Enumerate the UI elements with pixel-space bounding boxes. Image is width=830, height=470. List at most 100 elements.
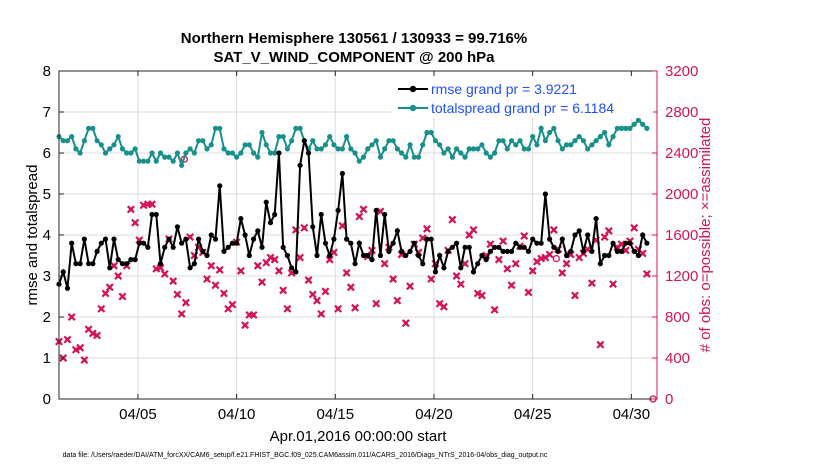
totalspread-point bbox=[635, 117, 642, 123]
rmse-point bbox=[623, 240, 629, 246]
rmse-point bbox=[276, 150, 282, 156]
totalspread-point bbox=[250, 150, 257, 156]
rmse-point bbox=[293, 269, 299, 275]
rmse-point bbox=[86, 261, 92, 267]
obs-marker bbox=[380, 259, 389, 268]
rmse-point bbox=[238, 216, 244, 222]
obs-marker bbox=[296, 253, 305, 262]
legend-label-spread: totalspread grand pr = 6.1184 bbox=[431, 100, 614, 116]
obs-marker bbox=[236, 266, 245, 275]
totalspread-point bbox=[225, 150, 231, 156]
totalspread-point bbox=[145, 158, 151, 164]
totalspread-point bbox=[132, 146, 138, 152]
rmse-point bbox=[534, 240, 540, 246]
obs-marker bbox=[105, 283, 114, 292]
rmse-point bbox=[242, 232, 248, 238]
tick-label-x: 04/25 bbox=[514, 406, 552, 423]
obs-marker bbox=[499, 237, 508, 246]
totalspread-point bbox=[310, 138, 316, 144]
line-series bbox=[56, 117, 650, 291]
rmse-point bbox=[551, 244, 557, 250]
obs-marker bbox=[507, 281, 516, 290]
totalspread-point bbox=[559, 146, 565, 152]
tick-label-y-right: 1200 bbox=[665, 268, 698, 285]
totalspread-point bbox=[356, 158, 362, 164]
rmse-point bbox=[310, 224, 316, 230]
rmse-point bbox=[81, 236, 87, 242]
rmse-point bbox=[272, 211, 278, 218]
totalspread-point bbox=[187, 146, 193, 152]
obs-marker bbox=[587, 279, 596, 288]
rmse-point bbox=[284, 252, 290, 259]
rmse-point bbox=[107, 265, 113, 271]
totalspread-point bbox=[221, 146, 227, 152]
totalspread-point bbox=[162, 154, 168, 160]
obs-marker bbox=[477, 291, 486, 300]
obs-marker bbox=[571, 291, 579, 300]
rmse-point bbox=[297, 162, 303, 168]
legend-marker-rmse bbox=[409, 85, 417, 93]
rmse-point bbox=[259, 244, 265, 250]
rmse-point bbox=[60, 269, 66, 275]
rmse-point bbox=[360, 252, 367, 259]
obs-marker bbox=[490, 305, 499, 314]
totalspread-point bbox=[170, 158, 176, 164]
legend-marker-spread bbox=[409, 104, 417, 112]
obs-marker bbox=[321, 287, 330, 296]
tick-label-y-left: 7 bbox=[43, 104, 51, 121]
tick-label-y-right: 400 bbox=[665, 350, 690, 367]
rmse-point bbox=[327, 252, 333, 259]
rmse-point bbox=[462, 244, 468, 250]
totalspread-point bbox=[508, 138, 515, 144]
obs-marker bbox=[241, 321, 250, 330]
totalspread-point bbox=[437, 142, 443, 148]
obs-marker bbox=[334, 304, 343, 313]
totalspread-point bbox=[115, 134, 121, 140]
tick-label-y-right: 3200 bbox=[665, 63, 698, 80]
obs-marker bbox=[524, 288, 533, 297]
totalspread-point bbox=[174, 150, 181, 156]
totalspread-point bbox=[348, 146, 354, 152]
obs-marker bbox=[346, 283, 355, 292]
rmse-point bbox=[542, 191, 548, 197]
tick-label-x: 04/20 bbox=[415, 406, 453, 423]
obs-marker bbox=[300, 223, 309, 232]
rmse-point bbox=[563, 252, 570, 259]
rmse-point bbox=[119, 261, 126, 267]
totalspread-point bbox=[568, 142, 574, 148]
obs-marker bbox=[642, 269, 651, 278]
obs-marker bbox=[528, 266, 537, 275]
obs-marker bbox=[630, 223, 639, 232]
obs-marker bbox=[359, 205, 368, 214]
totalspread-point bbox=[407, 142, 413, 148]
rmse-point bbox=[234, 240, 240, 246]
tick-label-y-right: 2000 bbox=[665, 186, 698, 203]
totalspread-point bbox=[255, 154, 261, 160]
rmse-point bbox=[217, 183, 223, 189]
xlabel: Apr.01,2016 00:00:00 start bbox=[270, 428, 448, 445]
obs-marker bbox=[355, 212, 364, 221]
totalspread-point bbox=[610, 134, 616, 140]
totalspread-point bbox=[631, 121, 637, 127]
totalspread-point bbox=[517, 138, 523, 144]
rmse-point bbox=[124, 261, 130, 267]
obs-marker bbox=[211, 281, 220, 290]
rmse-point bbox=[572, 232, 578, 238]
totalspread-point bbox=[179, 162, 185, 168]
tick-label-y-right: 2800 bbox=[665, 104, 698, 121]
rmse-point bbox=[445, 248, 451, 254]
rmse-point bbox=[225, 244, 231, 250]
totalspread-point bbox=[60, 138, 66, 144]
obs-marker bbox=[308, 290, 317, 299]
tick-label-y-right: 0 bbox=[665, 391, 673, 408]
totalspread-point bbox=[183, 150, 189, 156]
rmse-point bbox=[576, 228, 582, 234]
rmse-point bbox=[415, 252, 422, 259]
obs-marker bbox=[219, 289, 228, 298]
rmse-point bbox=[521, 244, 527, 250]
rmse-point bbox=[504, 248, 510, 254]
rmse-point bbox=[428, 236, 434, 242]
rmse-point bbox=[98, 240, 104, 246]
totalspread-point bbox=[327, 134, 333, 140]
